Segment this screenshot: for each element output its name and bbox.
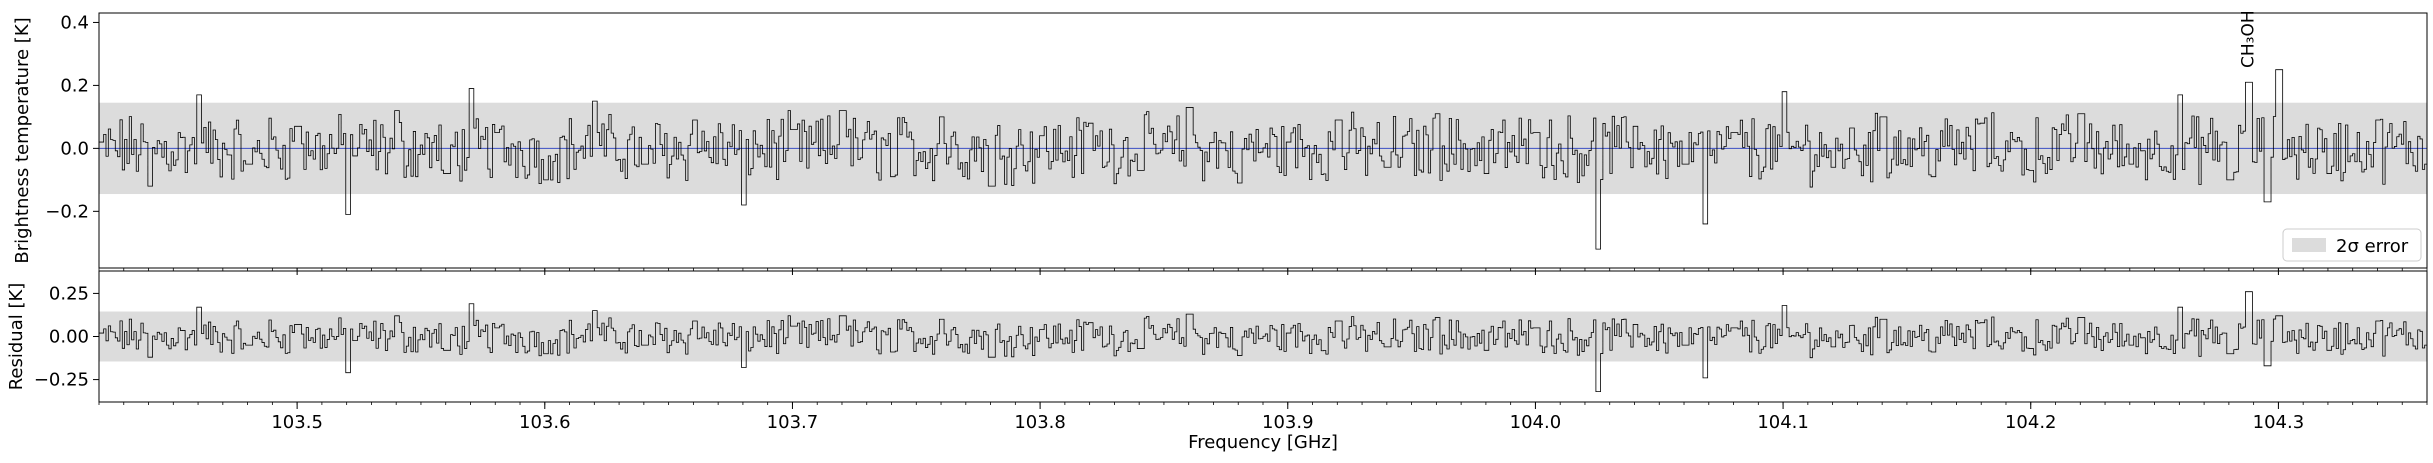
y-tick-label: −0.2 (45, 201, 89, 222)
ch3oh-annotation: CH₃OH (2238, 10, 2258, 68)
residual-y-ticks: −0.25 0.00 0.25 (34, 283, 99, 391)
residual-panel: −0.250.000.25 103.5 103.6 103.7 103.8 103.9 1… (6, 270, 2428, 453)
spectrum-y-ticks: −0.2 0.0 0.2 0.4 (45, 12, 99, 222)
x-tick-label: 104.3 (2253, 412, 2305, 433)
x-tick-label: 104.2 (2005, 412, 2057, 433)
residual-x-ticks: 103.5 103.6 103.7 103.8 103.9 104.0 104.1 104.2… (98, 402, 2428, 433)
frequency-x-label: Frequency [GHz] (1188, 432, 1338, 453)
y-tick-label: 0.2 (60, 75, 89, 96)
legend-label: 2σ error (2336, 236, 2409, 257)
y-tick-label: 0.25 (49, 283, 89, 304)
legend-box (2282, 228, 2422, 262)
y-tick-label: −0.25 (34, 370, 89, 391)
x-tick-label: 103.5 (271, 412, 323, 433)
spectrum-panel: −0.2 0.0 0.2 0.4 Brightness temperature [K]… (12, 10, 2428, 275)
y-tick-label: 0.00 (49, 327, 89, 348)
x-tick-label: 104.0 (1510, 412, 1562, 433)
spectrum-line (99, 69, 2427, 250)
residual-y-label: Residual [K] (6, 283, 27, 391)
legend-swatch (2292, 238, 2326, 252)
x-tick-label: 104.1 (1757, 412, 1809, 433)
residual-line (99, 291, 2427, 393)
x-tick-label: 103.6 (519, 412, 571, 433)
y-tick-label: 0.4 (60, 12, 89, 33)
spectrum-y-label: Brightness temperature [K] (12, 17, 33, 263)
legend: 2σ error (2282, 228, 2422, 262)
x-tick-label: 103.7 (767, 412, 819, 433)
x-tick-label: 103.8 (1014, 412, 1066, 433)
y-tick-label: 0.0 (60, 138, 89, 159)
x-tick-label: 103.9 (1262, 412, 1314, 433)
